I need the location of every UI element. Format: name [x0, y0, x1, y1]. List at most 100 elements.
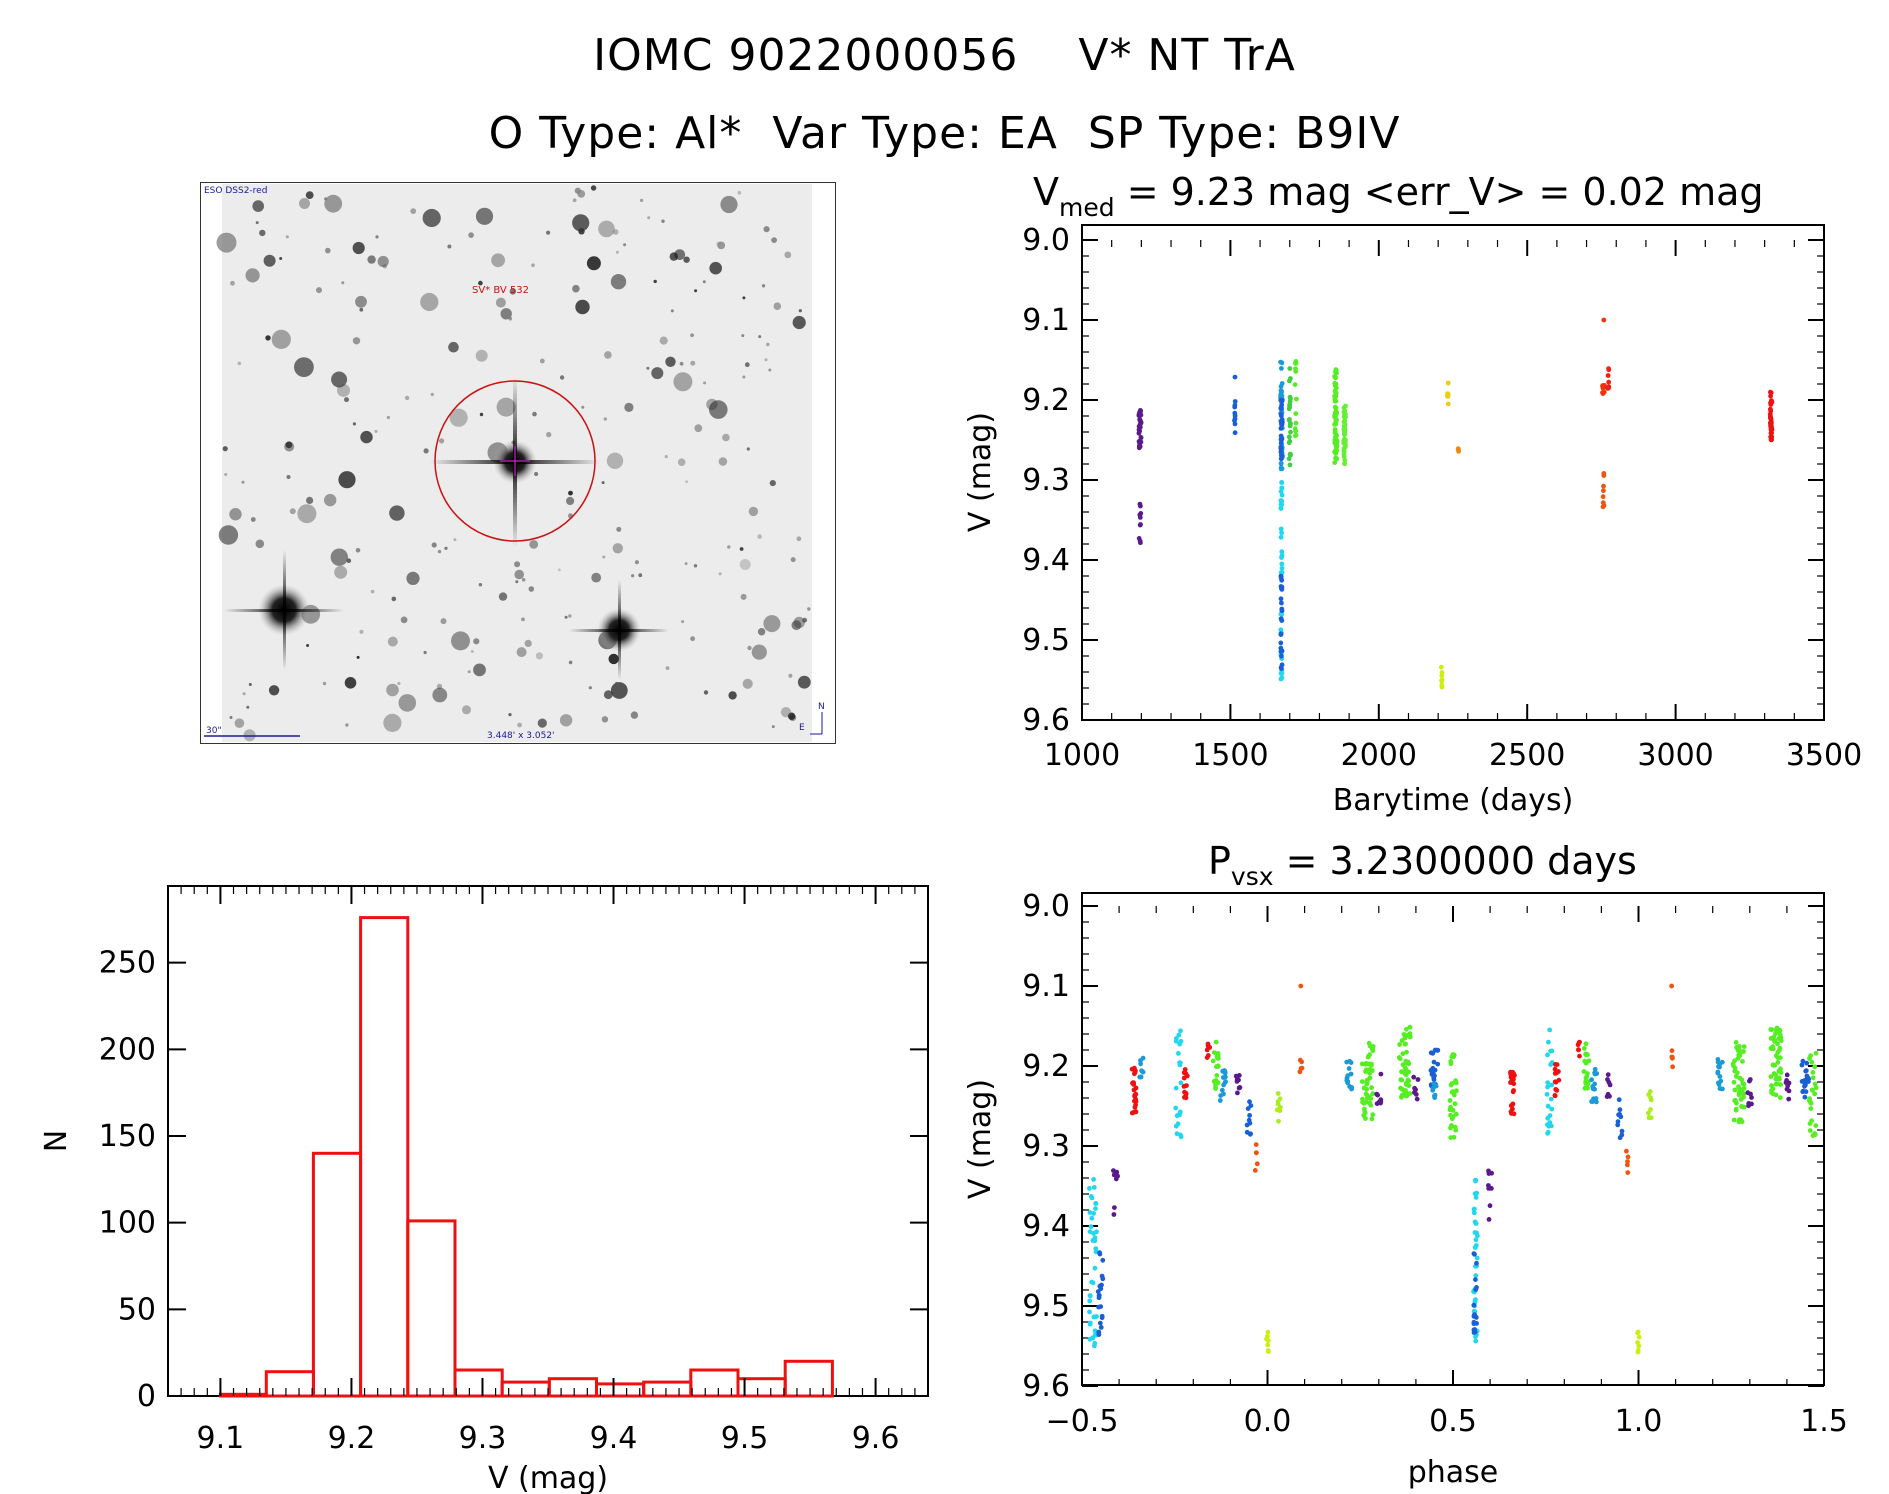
- lightcurve-point: [1279, 565, 1285, 571]
- phased-point: [1344, 1059, 1350, 1065]
- field-star: [797, 675, 811, 689]
- phased-point: [1777, 1045, 1783, 1051]
- phased-ytick-label: 9.3: [1022, 1129, 1070, 1164]
- lightcurve-point: [1279, 653, 1284, 659]
- lightcurve-point: [1293, 420, 1299, 426]
- lightcurve-point: [1769, 427, 1775, 432]
- field-star: [229, 716, 233, 719]
- lightcurve-point: [1342, 461, 1347, 467]
- field-star: [706, 398, 718, 411]
- phased-point: [1378, 1071, 1384, 1077]
- phased-point: [1624, 1148, 1629, 1154]
- phased-xtick-label: −0.5: [1046, 1404, 1119, 1439]
- target-circle: [434, 380, 596, 542]
- phased-point: [1474, 1260, 1479, 1266]
- phased-point: [1635, 1348, 1641, 1353]
- lightcurve-point: [1279, 612, 1285, 617]
- phased-point: [1770, 1091, 1776, 1097]
- phased-point: [1299, 1065, 1305, 1071]
- lightcurve-point: [1600, 504, 1606, 510]
- lightcurve-frame: [1081, 224, 1825, 721]
- field-star: [720, 195, 738, 214]
- phased-point: [1432, 1092, 1438, 1098]
- histogram-chart: 0 50 100 150 200 250 9.1 9.2 9.3 9.4 9.5 9.6 V (mag…: [39, 885, 929, 1494]
- phased-point: [1093, 1206, 1098, 1211]
- phased-point: [1398, 1077, 1404, 1083]
- phased-point: [1138, 1061, 1143, 1067]
- phased-point: [1403, 1041, 1408, 1047]
- phased-point: [1549, 1082, 1554, 1088]
- phased-point: [1130, 1080, 1136, 1086]
- lightcurve-point: [1601, 483, 1606, 489]
- phased-title-main: P: [1208, 839, 1231, 883]
- lightcurve-point: [1278, 449, 1284, 454]
- field-star: [338, 471, 356, 489]
- field-star: [360, 430, 373, 444]
- field-star: [727, 545, 731, 549]
- lightcurve-xlabel: Barytime (days): [1333, 783, 1574, 818]
- field-star: [718, 572, 722, 576]
- phased-point: [1177, 1062, 1183, 1068]
- field-star: [447, 244, 452, 249]
- field-star: [334, 565, 348, 579]
- lightcurve-point: [1232, 374, 1238, 380]
- phased-point: [1097, 1320, 1103, 1326]
- field-star: [514, 561, 521, 568]
- lightcurve-point: [1278, 665, 1284, 670]
- phased-point: [1265, 1342, 1271, 1348]
- lightcurve-point: [1606, 366, 1611, 371]
- lightcurve-point: [1278, 440, 1284, 446]
- lightcurve-point: [1278, 534, 1284, 540]
- lightcurve-point: [1287, 417, 1292, 422]
- phased-point: [1088, 1224, 1094, 1230]
- field-star: [673, 372, 693, 392]
- lightcurve-point: [1137, 428, 1142, 434]
- phased-point: [1405, 1033, 1411, 1038]
- phased-point: [1731, 1063, 1736, 1069]
- phased-point: [1092, 1343, 1097, 1349]
- field-star: [306, 496, 314, 504]
- histogram-ytick-label: 150: [99, 1119, 156, 1154]
- lightcurve-point: [1294, 396, 1299, 402]
- lightcurve-point: [1278, 426, 1284, 431]
- phased-point: [1741, 1049, 1746, 1054]
- lightcurve-point: [1332, 449, 1337, 455]
- lightcurve-point: [1279, 549, 1285, 555]
- field-star: [718, 457, 728, 466]
- phased-point: [1509, 1078, 1514, 1084]
- lightcurve-point: [1287, 394, 1293, 400]
- phased-point: [1448, 1135, 1454, 1140]
- field-star: [773, 302, 782, 310]
- phased-point: [1361, 1085, 1367, 1091]
- field-star: [289, 508, 296, 515]
- field-star: [751, 644, 767, 660]
- lightcurve-point: [1341, 409, 1347, 415]
- field-star: [306, 644, 310, 647]
- histogram-xtick-label: 9.5: [721, 1421, 769, 1456]
- field-star: [259, 229, 266, 237]
- phased-point: [1546, 1123, 1552, 1129]
- phased-point: [1370, 1112, 1376, 1118]
- field-star: [546, 431, 552, 438]
- field-star: [375, 235, 379, 239]
- phased-point: [1297, 1069, 1303, 1075]
- field-star: [681, 620, 685, 624]
- phased-point: [1773, 1027, 1779, 1033]
- lightcurve-point: [1605, 373, 1611, 378]
- lightcurve-point: [1286, 440, 1292, 446]
- phased-point: [1471, 1251, 1477, 1256]
- phased-point: [1583, 1041, 1589, 1047]
- phased-point: [1548, 1096, 1554, 1102]
- field-star: [807, 607, 811, 611]
- field-star: [467, 670, 471, 674]
- phased-point: [1131, 1087, 1137, 1093]
- field-star: [391, 596, 397, 602]
- field-star: [423, 448, 429, 454]
- field-star: [788, 673, 793, 678]
- lightcurve-point: [1768, 430, 1774, 436]
- field-star: [431, 542, 437, 548]
- field-star: [586, 256, 601, 271]
- phased-point: [1547, 1113, 1553, 1118]
- phased-point: [1812, 1081, 1818, 1087]
- field-star: [224, 473, 228, 476]
